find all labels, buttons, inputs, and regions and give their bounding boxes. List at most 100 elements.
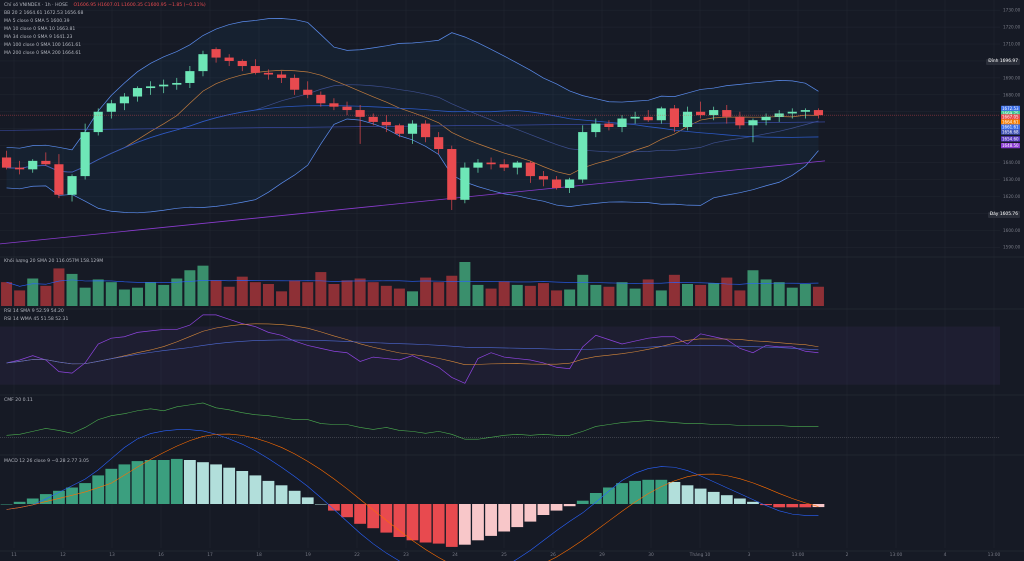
candle-body	[80, 132, 90, 177]
volume-bar	[341, 280, 353, 306]
candle-body	[578, 132, 588, 180]
volume-bar	[695, 284, 707, 306]
volume-bar	[53, 268, 65, 306]
volume-bar	[537, 283, 549, 306]
price-axis-tag	[1001, 105, 1020, 111]
candle-body	[15, 167, 25, 170]
ma34-line	[6, 105, 819, 173]
candle-body	[473, 162, 483, 168]
x-tick-label: 26	[550, 552, 556, 558]
y-tick-label: 1620.00	[1003, 194, 1021, 199]
candle-body	[460, 167, 470, 200]
volume-bar	[236, 276, 248, 306]
candle-body	[499, 164, 509, 168]
header-legend: Chỉ số VNINDEX · 1h · HOSE O1606.95 H160…	[4, 2, 210, 10]
macd-histogram-bar	[681, 485, 694, 504]
price-axis-tag-text: 1667.05	[1002, 114, 1019, 119]
volume-sma-line	[6, 279, 819, 287]
volume-bar	[420, 277, 432, 306]
candle-body	[1, 157, 12, 168]
volume-bar	[472, 284, 484, 306]
x-tick-label: 13:00	[890, 552, 903, 558]
macd-histogram-bar	[458, 504, 471, 545]
macd-histogram-bar	[183, 460, 196, 504]
price-axis-tag	[1001, 124, 1020, 130]
peak-label: Đỉnh 1696.97	[986, 59, 1020, 65]
x-tick-label: 11	[11, 552, 17, 558]
volume-bar	[289, 280, 301, 306]
candle-body	[172, 82, 182, 85]
macd-histogram-bar	[354, 504, 367, 524]
macd-line	[6, 429, 819, 561]
macd-histogram-bar	[760, 504, 772, 506]
rsi-sma-line	[6, 323, 819, 365]
candle-body	[617, 118, 627, 127]
volume-bar	[655, 290, 667, 306]
candle-body	[538, 176, 549, 180]
volume-bar	[773, 282, 785, 306]
macd-histogram-bar	[498, 504, 511, 532]
macd-histogram-bar	[157, 460, 170, 504]
macd-histogram-bar	[53, 490, 65, 504]
macd-legend: MACD 12 26 close 9 −0.28 2.77 3.05	[4, 458, 93, 466]
price-axis-tag	[1001, 136, 1020, 142]
macd-histogram-bar	[249, 475, 262, 504]
macd-histogram-bar	[79, 483, 92, 504]
x-tick-label: Tháng 10	[689, 551, 711, 558]
macd-histogram-bar	[445, 504, 458, 547]
macd-histogram-bar	[655, 479, 668, 504]
x-tick-label: 29	[599, 552, 605, 558]
macd-histogram-bar	[733, 498, 746, 504]
macd-histogram-bar	[485, 504, 497, 536]
macd-histogram-bar	[550, 504, 563, 511]
macd-histogram-bar	[13, 501, 26, 504]
volume-bar	[734, 290, 746, 306]
price-axis-tag-text: 1654.60	[1002, 136, 1019, 141]
ma10-legend-text: MA 10 close 0 SMA 10 1663.81	[4, 27, 76, 32]
y-tick-label: 1730.00	[1003, 8, 1021, 13]
ma100-legend: MA 100 close 0 SMA 100 1661.61	[4, 42, 85, 50]
volume-bar	[315, 272, 327, 306]
candle-body	[316, 94, 326, 104]
volume-bar	[682, 284, 693, 306]
y-tick-label: 1720.00	[1003, 25, 1021, 30]
bb-legend-text: BB 20 2 1664.61 1672.53 1656.68	[4, 11, 84, 16]
candle-body	[276, 74, 287, 78]
candle-body	[93, 111, 103, 133]
candle-body	[407, 123, 418, 134]
volume-bar	[760, 279, 772, 306]
ma200-legend-text: MA 200 close 0 SMA 200 1664.61	[4, 51, 82, 56]
volume-bar	[249, 282, 261, 306]
macd-histogram-bar	[563, 504, 576, 507]
volume-bar	[393, 288, 405, 306]
candle-body	[512, 162, 522, 168]
candle-body	[237, 60, 247, 67]
macd-histogram-bar	[380, 504, 393, 533]
price-axis-tag	[1001, 114, 1020, 120]
price-axis-tag-text: 1661.61	[1002, 125, 1019, 130]
rsi-wma-line	[6, 339, 819, 365]
x-tick-label: 25	[501, 552, 507, 558]
volume-bar	[708, 283, 720, 306]
volume-bar	[433, 282, 445, 306]
candle-body	[67, 176, 77, 195]
volume-bar	[145, 282, 157, 306]
cmf-line	[6, 402, 819, 440]
y-tick-label: 1690.00	[1003, 75, 1021, 80]
macd-histogram-bar	[118, 464, 131, 504]
x-tick-label: 24	[452, 552, 458, 558]
ma10-legend: MA 10 close 0 SMA 10 1663.81	[4, 26, 79, 34]
cmf-legend: CMF 20 0.11	[4, 397, 37, 405]
volume-bar	[485, 288, 497, 306]
macd-histogram-bar	[472, 504, 484, 541]
ma5-legend-text: MA 5 close 0 SMA 5 1600.39	[4, 19, 70, 24]
macd-histogram-bar	[589, 493, 602, 504]
price-axis-tag	[1001, 143, 1020, 149]
macd-histogram-bar	[314, 504, 327, 505]
macd-histogram-bar	[262, 480, 275, 504]
macd-histogram-bar	[66, 487, 78, 504]
rsi-legend-2-text: RSI 14 WMA 45 51.58 52.31	[4, 317, 69, 322]
volume-bar	[105, 282, 117, 306]
ma10-line	[6, 69, 819, 176]
